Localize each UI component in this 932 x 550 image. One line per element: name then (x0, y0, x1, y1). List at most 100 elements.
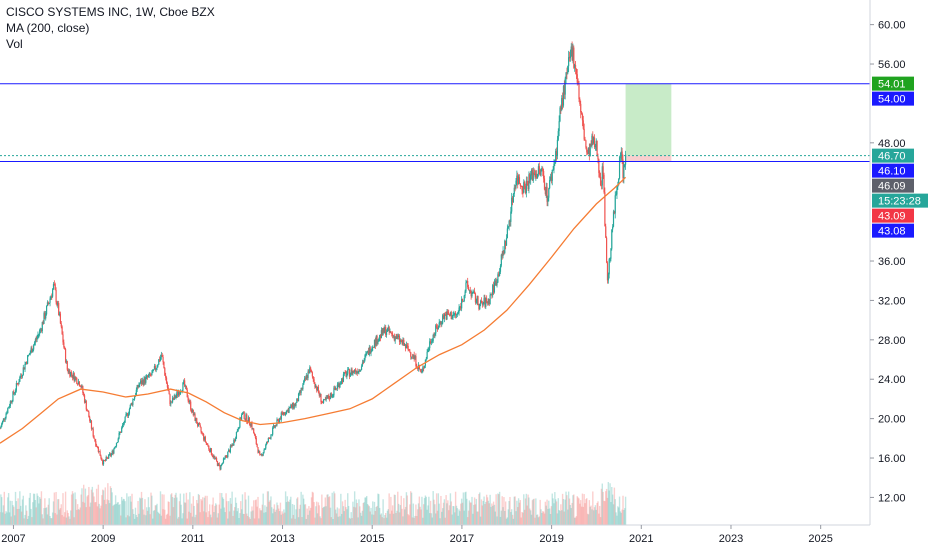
candle-body (623, 165, 625, 179)
legend-ma[interactable]: MA (200, close) (6, 21, 90, 35)
candle-body (234, 438, 237, 441)
volume-bar (174, 494, 176, 525)
price-label-badge[interactable] (872, 223, 914, 238)
volume-bar (397, 491, 399, 525)
price-label-text: 43.08 (878, 226, 906, 238)
volume-bar (315, 501, 318, 525)
candle-body (615, 194, 617, 196)
candle-body (161, 354, 163, 357)
candle-body (411, 356, 414, 358)
volume-bar (118, 504, 120, 525)
volume-bar (152, 510, 155, 525)
volume-bar (280, 514, 283, 525)
volume-bar (40, 491, 43, 525)
candle-body (497, 274, 499, 283)
candle-body (586, 147, 588, 153)
price-label-badge[interactable] (872, 76, 914, 91)
candle-body (429, 341, 431, 349)
volume-bar (458, 509, 460, 525)
volume-bar (220, 508, 222, 525)
volume-bar (274, 511, 276, 525)
candle-body (88, 411, 90, 418)
volume-bar (242, 513, 245, 525)
volume-bar (83, 502, 86, 525)
volume-bar (47, 504, 50, 525)
candle-body (303, 380, 305, 385)
volume-bar (587, 514, 590, 525)
volume-bar (290, 496, 292, 525)
candle-body (524, 182, 526, 187)
volume-bar (488, 503, 490, 525)
candle-body (371, 347, 373, 352)
stop-zone[interactable] (625, 155, 672, 162)
candle-body (197, 423, 199, 426)
volume-bar (169, 515, 171, 525)
candle-body (157, 364, 159, 367)
candle-body (448, 314, 451, 316)
volume-bar (130, 501, 132, 525)
candle-body (501, 254, 503, 257)
price-label-badge[interactable] (872, 178, 914, 193)
volume-bar (476, 511, 478, 525)
candle-body (385, 331, 388, 335)
candle-body (188, 400, 190, 403)
profit-zone[interactable] (625, 83, 672, 156)
candle-body (581, 114, 584, 121)
volume-bar (596, 502, 598, 525)
candle-body (597, 156, 599, 160)
candle-body (115, 442, 118, 447)
price-label-badge[interactable] (872, 163, 914, 178)
volume-bar (554, 492, 556, 525)
y-tick-label: 12.00 (878, 492, 906, 504)
price-label-badge[interactable] (872, 208, 914, 223)
candle-body (215, 458, 217, 459)
volume-bar (76, 509, 78, 525)
candle-body (112, 451, 114, 454)
volume-bar (402, 516, 404, 525)
volume-bar (202, 497, 204, 525)
volume-bar (560, 504, 562, 525)
candle-body (81, 386, 83, 388)
volume-bar (211, 504, 213, 525)
x-tick-label: 2009 (91, 533, 115, 545)
candle-body (580, 112, 583, 115)
candle-body (417, 368, 419, 369)
volume-bar (278, 508, 280, 525)
price-label-badge[interactable] (872, 148, 914, 163)
candle-body (435, 325, 437, 334)
volume-bar (16, 508, 18, 525)
ma-200-line[interactable] (0, 176, 627, 444)
candle-body (297, 393, 300, 402)
candle-body (499, 271, 501, 276)
candle-body (620, 151, 622, 157)
volume-bar (410, 491, 412, 525)
volume-bar (58, 509, 61, 525)
volume-bar (120, 496, 123, 525)
volume-bar (323, 506, 326, 525)
volume-bar (424, 495, 427, 525)
candle-body (555, 151, 557, 163)
candle-body (483, 298, 485, 304)
candle-body (259, 453, 262, 455)
candle-body (255, 437, 257, 445)
candle-body (359, 369, 361, 371)
candle-body (20, 375, 23, 377)
volume-bar (490, 506, 492, 525)
candle-body (568, 57, 571, 59)
price-label-badge[interactable] (872, 91, 914, 106)
volume-bar (391, 505, 394, 525)
candle-body (198, 422, 200, 425)
volume-bar (175, 492, 177, 525)
price-label-badge[interactable] (872, 193, 928, 208)
candle-body (346, 373, 348, 377)
legend-vol[interactable]: Vol (6, 37, 23, 51)
volume-bar (145, 515, 147, 525)
volume-bar (498, 494, 500, 525)
volume-bar (580, 506, 583, 525)
volume-bar (167, 501, 169, 525)
candle-body (556, 139, 559, 156)
legend-symbol[interactable]: CISCO SYSTEMS INC, 1W, Cboe BZX (6, 5, 215, 19)
volume-bar (46, 514, 49, 525)
